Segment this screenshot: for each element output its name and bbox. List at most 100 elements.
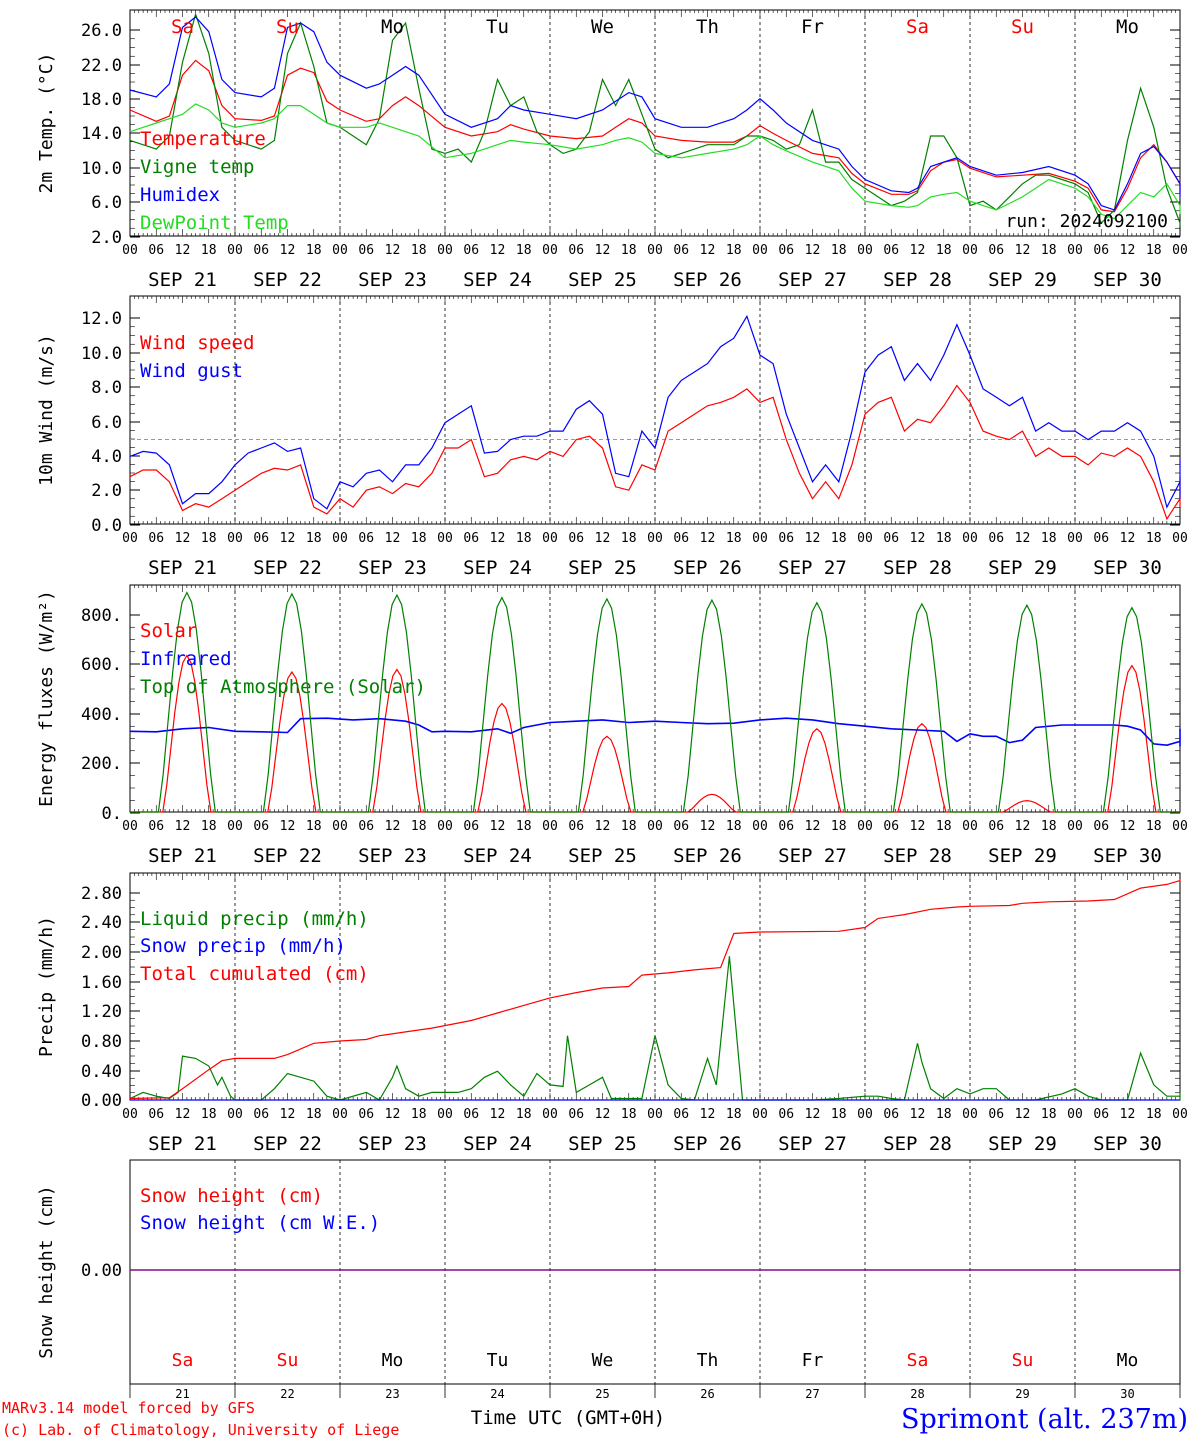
hour-label: 18: [936, 819, 952, 834]
hour-label: 12: [700, 819, 716, 834]
hour-label: 06: [673, 531, 689, 546]
legend-entry: Humidex: [140, 184, 220, 206]
hour-label: 12: [700, 243, 716, 258]
hour-label: 00: [962, 819, 978, 834]
y-tick-label: 600.: [81, 655, 122, 675]
hour-label: 06: [883, 243, 899, 258]
hour-label: 12: [175, 1107, 191, 1122]
date-label: SEP 23: [358, 269, 427, 291]
hour-label: 00: [857, 1107, 873, 1122]
hour-label: 00: [1067, 243, 1083, 258]
hour-label: 18: [306, 1107, 322, 1122]
hour-label: 06: [358, 243, 374, 258]
hour-label: 18: [1146, 243, 1162, 258]
panel-5: 0.00 Snow height (cm) Snow height (cm) Snow…: [36, 1159, 1181, 1398]
hour-label: 06: [988, 819, 1004, 834]
day-number: 26: [700, 1387, 714, 1401]
day-number: 21: [175, 1387, 189, 1401]
series-line-vigne-temp: [129, 12, 1181, 226]
hour-label: 18: [831, 1107, 847, 1122]
y-tick-label: 26.0: [81, 21, 122, 41]
series-line-wind-speed: [129, 384, 1181, 521]
hour-label: 00: [962, 243, 978, 258]
hour-label: 12: [280, 1107, 296, 1122]
x-axis-label: Time UTC (GMT+0H): [471, 1407, 665, 1429]
hour-label: 18: [621, 819, 637, 834]
hour-label: 12: [1015, 1107, 1031, 1122]
hour-label: 06: [568, 1107, 584, 1122]
date-label: SEP 28: [883, 845, 952, 867]
legend-entry: Liquid precip (mm/h): [140, 908, 369, 930]
date-label: SEP 26: [673, 845, 742, 867]
y-tick-label: 1.20: [81, 1002, 122, 1022]
date-label: SEP 27: [778, 845, 847, 867]
hour-label: 06: [358, 531, 374, 546]
date-label: SEP 25: [568, 845, 637, 867]
date-label: SEP 24: [463, 557, 532, 579]
series-line-infrared: [129, 717, 1181, 747]
hour-label: 18: [621, 1107, 637, 1122]
hour-label: 06: [988, 243, 1004, 258]
y-tick-label: 200.: [81, 754, 122, 774]
legend-entry: Wind speed: [140, 332, 254, 354]
date-label: SEP 23: [358, 557, 427, 579]
hour-label: 00: [332, 819, 348, 834]
date-label: SEP 24: [463, 269, 532, 291]
day-name-bottom: Su: [277, 1350, 299, 1371]
hour-label: 18: [831, 819, 847, 834]
hour-label: 06: [778, 819, 794, 834]
y-tick-label: 0.: [102, 804, 122, 824]
hour-label: 06: [358, 1107, 374, 1122]
run-label: run: 2024092100: [1005, 211, 1168, 232]
hour-label: 06: [883, 819, 899, 834]
hour-label: 18: [411, 819, 427, 834]
panel-3: 00 06 12 18 SEP 21 00 06 12 18 SEP 22 00 06 12 18 SEP …: [36, 584, 1188, 867]
hour-label: 06: [883, 1107, 899, 1122]
panel-4: 00 06 12 18 SEP 21 00 06 12 18 SEP 22 00 06 12 18 SEP …: [36, 872, 1188, 1155]
hour-label: 18: [516, 531, 532, 546]
day-name-bottom: Su: [1012, 1350, 1034, 1371]
hour-label: 12: [805, 819, 821, 834]
hour-label: 06: [778, 531, 794, 546]
hour-label: 18: [936, 1107, 952, 1122]
hour-label: 12: [385, 531, 401, 546]
legend-entry: Solar: [140, 620, 197, 642]
hour-label: 12: [595, 819, 611, 834]
date-label: SEP 22: [253, 269, 322, 291]
y-tick-label: 2.80: [81, 884, 122, 904]
hour-label: 06: [148, 531, 164, 546]
legend-entry: Infrared: [140, 648, 232, 670]
series-line-humidex: [129, 16, 1181, 211]
hour-label: 00: [332, 531, 348, 546]
date-label: SEP 30: [1093, 1133, 1162, 1155]
hour-label: 12: [1120, 819, 1136, 834]
hour-label: 00: [227, 1107, 243, 1122]
hour-label: 18: [201, 819, 217, 834]
hour-label: 06: [778, 1107, 794, 1122]
day-number: 29: [1015, 1387, 1029, 1401]
hour-label: 12: [490, 1107, 506, 1122]
date-label: SEP 22: [253, 1133, 322, 1155]
hour-label: 18: [1146, 819, 1162, 834]
hour-label: 06: [463, 819, 479, 834]
hour-label: 18: [1146, 531, 1162, 546]
hour-label: 12: [175, 531, 191, 546]
y-tick-label: 0.0: [91, 516, 122, 536]
hour-label: 12: [175, 243, 191, 258]
hour-label: 12: [385, 819, 401, 834]
hour-label: 06: [1093, 243, 1109, 258]
date-label: SEP 27: [778, 557, 847, 579]
hour-label: 18: [1041, 243, 1057, 258]
hour-label: 12: [910, 243, 926, 258]
legend-entry: DewPoint Temp: [140, 212, 289, 234]
date-label: SEP 26: [673, 1133, 742, 1155]
hour-label: 00: [227, 531, 243, 546]
date-label: SEP 24: [463, 845, 532, 867]
y-tick-label: 18.0: [81, 90, 122, 110]
hour-label: 00: [752, 819, 768, 834]
y-tick-label: 0.00: [81, 1091, 122, 1111]
day-name: Sa: [906, 16, 929, 38]
hour-label: 00: [857, 243, 873, 258]
